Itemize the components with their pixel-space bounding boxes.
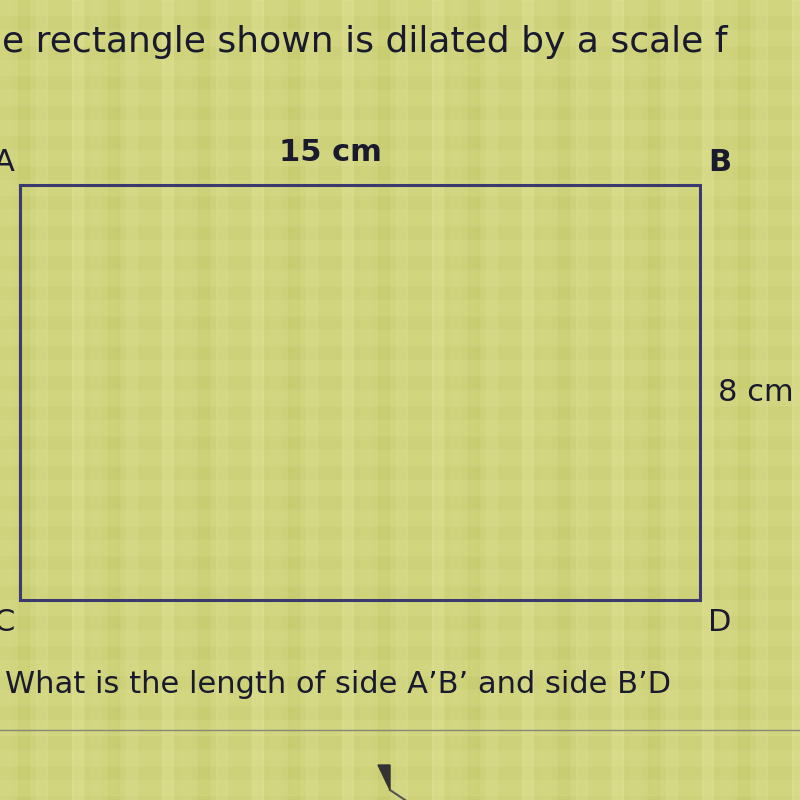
Text: e rectangle shown is dilated by a scale f: e rectangle shown is dilated by a scale … xyxy=(2,25,727,59)
Bar xyxy=(720,0,731,800)
Text: D: D xyxy=(708,608,731,637)
Bar xyxy=(594,0,605,800)
Bar xyxy=(360,0,371,800)
Bar xyxy=(0,90,800,105)
Bar xyxy=(252,0,262,800)
Bar xyxy=(792,0,800,800)
Bar xyxy=(576,0,586,800)
Bar xyxy=(108,0,118,800)
Bar xyxy=(702,0,713,800)
Bar xyxy=(432,0,443,800)
Text: 15 cm: 15 cm xyxy=(278,138,382,167)
Bar xyxy=(666,0,677,800)
Bar xyxy=(0,570,800,585)
Bar xyxy=(342,0,353,800)
Bar xyxy=(0,60,800,75)
Bar xyxy=(738,0,749,800)
Bar xyxy=(0,0,10,800)
Bar xyxy=(0,420,800,435)
Bar xyxy=(0,270,800,285)
Bar xyxy=(324,0,335,800)
Bar xyxy=(0,600,800,615)
Bar xyxy=(450,0,461,800)
Bar xyxy=(162,0,173,800)
Bar xyxy=(0,330,800,345)
Bar xyxy=(558,0,569,800)
Bar xyxy=(756,0,766,800)
Bar xyxy=(0,180,800,195)
Bar xyxy=(0,540,800,555)
Bar xyxy=(612,0,622,800)
Bar xyxy=(90,0,101,800)
Polygon shape xyxy=(378,765,390,790)
Bar xyxy=(234,0,245,800)
Bar xyxy=(522,0,533,800)
Bar xyxy=(648,0,659,800)
Bar xyxy=(0,150,800,165)
Bar xyxy=(18,0,29,800)
Bar xyxy=(0,30,800,45)
Bar xyxy=(0,720,800,735)
Text: A: A xyxy=(0,148,15,177)
Bar xyxy=(20,185,700,600)
Bar xyxy=(0,630,800,645)
Bar xyxy=(504,0,515,800)
Bar xyxy=(270,0,281,800)
Bar xyxy=(540,0,550,800)
Bar xyxy=(180,0,191,800)
Bar xyxy=(0,240,800,255)
Bar xyxy=(684,0,694,800)
Bar xyxy=(54,0,65,800)
Bar xyxy=(0,690,800,705)
Text: C: C xyxy=(0,608,15,637)
Bar xyxy=(288,0,299,800)
Bar xyxy=(0,780,800,795)
Bar xyxy=(72,0,83,800)
Text: B: B xyxy=(708,148,731,177)
Bar xyxy=(630,0,641,800)
Bar xyxy=(36,0,46,800)
Bar xyxy=(0,390,800,405)
Bar xyxy=(0,0,800,15)
Bar xyxy=(198,0,209,800)
Bar xyxy=(0,360,800,375)
Bar xyxy=(144,0,155,800)
Bar xyxy=(0,300,800,315)
Bar xyxy=(306,0,317,800)
Text: What is the length of side A’B’ and side B’D: What is the length of side A’B’ and side… xyxy=(5,670,671,699)
Bar xyxy=(486,0,497,800)
Bar xyxy=(414,0,425,800)
Bar xyxy=(0,450,800,465)
Bar xyxy=(126,0,137,800)
Bar xyxy=(0,750,800,765)
Bar xyxy=(216,0,227,800)
Bar xyxy=(0,660,800,675)
Text: 8 cm: 8 cm xyxy=(718,378,794,407)
Bar xyxy=(0,510,800,525)
Bar xyxy=(0,120,800,135)
Bar xyxy=(0,210,800,225)
Bar xyxy=(774,0,785,800)
Bar xyxy=(378,0,389,800)
Bar xyxy=(0,480,800,495)
Bar xyxy=(468,0,478,800)
Bar xyxy=(396,0,407,800)
